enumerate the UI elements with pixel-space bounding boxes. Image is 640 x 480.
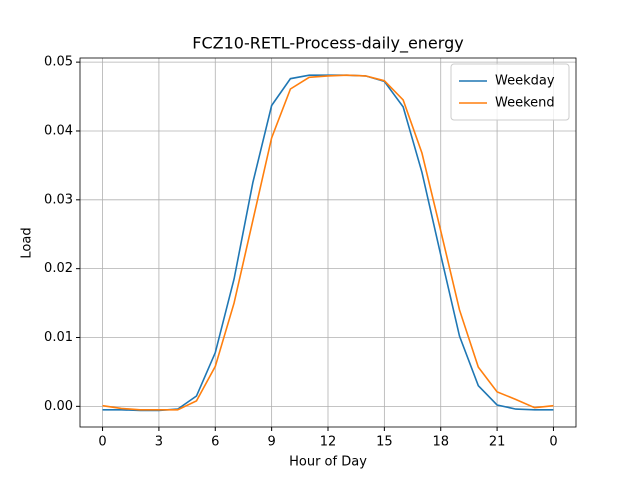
y-tick-label: 0.00 bbox=[44, 399, 73, 414]
x-tick-label: 12 bbox=[320, 435, 337, 450]
legend-label: Weekend bbox=[495, 96, 555, 111]
x-tick-label: 6 bbox=[211, 435, 219, 450]
x-tick-label: 3 bbox=[155, 435, 163, 450]
y-tick-label: 0.05 bbox=[44, 55, 73, 70]
chart-title: FCZ10-RETL-Process-daily_energy bbox=[192, 34, 463, 54]
legend: Weekday Weekend bbox=[450, 63, 570, 121]
y-axis-label: Load bbox=[20, 227, 35, 258]
legend-label: Weekday bbox=[495, 74, 555, 89]
x-axis-label: Hour of Day bbox=[289, 455, 367, 470]
x-tick-label: 0 bbox=[549, 435, 557, 450]
y-tick-label: 0.02 bbox=[44, 261, 73, 276]
x-tick-label: 15 bbox=[376, 435, 393, 450]
x-tick-label: 18 bbox=[432, 435, 449, 450]
y-tick-label: 0.04 bbox=[44, 123, 73, 138]
legend-box bbox=[450, 63, 570, 121]
x-tick-label: 0 bbox=[98, 435, 106, 450]
y-tick-label: 0.01 bbox=[44, 330, 73, 345]
y-tick-label: 0.03 bbox=[44, 192, 73, 207]
line-series bbox=[102, 74, 554, 411]
plot-frame bbox=[79, 57, 577, 428]
x-tick-label: 21 bbox=[489, 435, 506, 450]
x-tick-label: 9 bbox=[267, 435, 275, 450]
